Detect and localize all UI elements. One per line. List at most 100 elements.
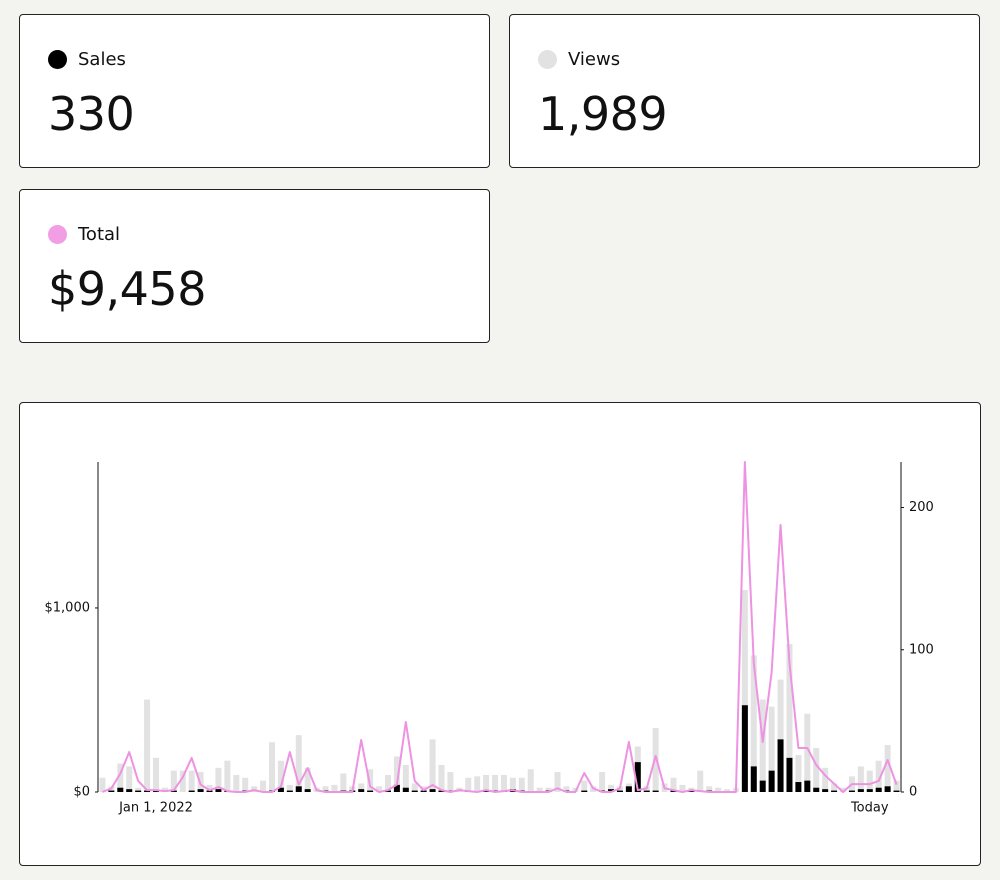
bar [215, 789, 222, 792]
legend-dot [48, 50, 67, 69]
bar [840, 787, 847, 792]
bar [367, 769, 374, 792]
bar [465, 777, 472, 792]
bar [804, 713, 811, 792]
bar [768, 770, 775, 792]
chart: $0 $1,000 0 100 200 Jan 1, 2022 Today [45, 461, 934, 816]
bar [188, 790, 195, 792]
bar [304, 767, 311, 792]
bar [688, 790, 695, 792]
bar [268, 742, 275, 792]
bar [170, 770, 177, 792]
bar [643, 790, 650, 792]
bar [804, 780, 811, 792]
bar [260, 780, 267, 792]
bar [295, 735, 302, 792]
bar [286, 784, 293, 792]
bar [554, 772, 561, 792]
bar [170, 790, 177, 792]
stat-value: 330 [48, 87, 135, 141]
bar [750, 655, 757, 792]
stat-label: Sales [78, 49, 126, 70]
stat-value: 1,989 [538, 87, 668, 141]
bar [750, 766, 757, 792]
bar [152, 757, 159, 792]
legend-dot [538, 50, 557, 69]
y2-tick-label: 100 [909, 642, 934, 657]
bar [126, 766, 133, 792]
bar [866, 770, 873, 792]
bar [822, 767, 829, 792]
bar [875, 760, 882, 792]
bar [822, 789, 829, 792]
bar [527, 769, 534, 792]
bar [813, 787, 820, 792]
bar [795, 782, 802, 792]
bar [447, 772, 454, 792]
bar [884, 786, 891, 792]
bar [206, 790, 213, 792]
stat-card: Total $9,458 [19, 189, 490, 343]
bar [376, 786, 383, 792]
bar [402, 787, 409, 792]
bar [884, 745, 891, 792]
bar [768, 706, 775, 792]
bar [608, 789, 615, 792]
y2-tick-label: 200 [909, 500, 934, 515]
bar [429, 739, 436, 792]
bar [599, 772, 606, 792]
stat-value: $9,458 [48, 262, 206, 316]
bar [358, 783, 365, 792]
bar [581, 780, 588, 792]
bar [411, 790, 418, 792]
bar [295, 786, 302, 792]
bar [831, 783, 838, 792]
y-tick-label: $0 [73, 785, 90, 800]
bar [286, 790, 293, 792]
stat-head: Total [48, 224, 120, 245]
bar [393, 756, 400, 792]
bar [652, 727, 659, 792]
stat-label: Views [568, 49, 621, 70]
bar [670, 790, 677, 792]
bar [483, 774, 490, 792]
bar [652, 790, 659, 792]
bar [420, 790, 427, 792]
bar [135, 790, 142, 792]
stat-card: Sales 330 [19, 14, 490, 168]
bar [206, 784, 213, 792]
bar [277, 760, 284, 792]
chart-card: $0 $1,000 0 100 200 Jan 1, 2022 Today [19, 402, 981, 866]
stat-card: Views 1,989 [509, 14, 980, 168]
bar [500, 774, 507, 792]
bar [857, 766, 864, 792]
bar [161, 787, 168, 792]
stat-head: Views [538, 49, 620, 70]
bar [866, 789, 873, 792]
bar [857, 789, 864, 792]
bar [536, 787, 543, 792]
bar [304, 789, 311, 792]
bar [144, 790, 151, 792]
bar [384, 790, 391, 792]
bar [331, 784, 338, 792]
bar [438, 790, 445, 792]
bar [715, 787, 722, 792]
bar [438, 764, 445, 792]
bar [117, 763, 124, 792]
bar [393, 784, 400, 792]
bar [492, 774, 499, 792]
bar [340, 773, 347, 792]
bar [777, 739, 784, 792]
bar [813, 747, 820, 792]
bar [741, 705, 748, 792]
bar [474, 776, 481, 792]
bar [126, 789, 133, 792]
bar [616, 790, 623, 792]
bar [251, 786, 258, 792]
bar [759, 780, 766, 792]
bar [242, 777, 249, 792]
bar [367, 790, 374, 792]
bar [509, 777, 516, 792]
